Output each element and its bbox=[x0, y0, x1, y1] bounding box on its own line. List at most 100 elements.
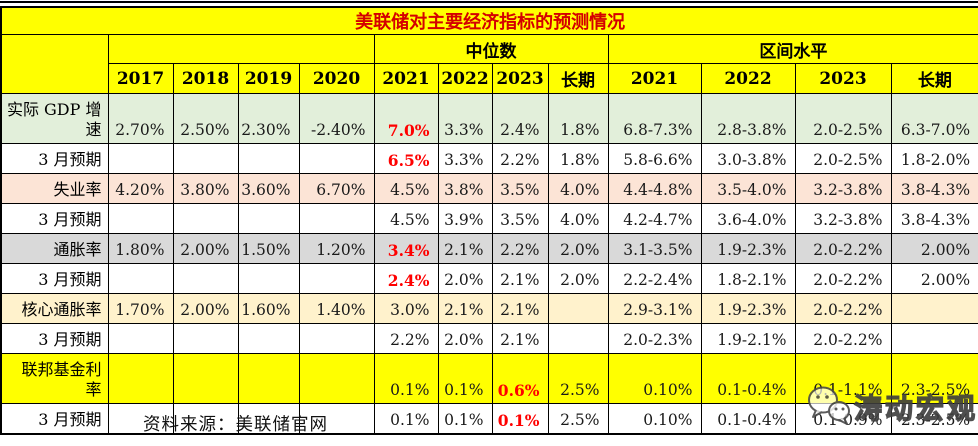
table-cell: 0.1% bbox=[491, 403, 549, 435]
table-cell: 2.2% bbox=[373, 323, 439, 354]
source-note: 资料来源：美联储官网 bbox=[143, 415, 328, 435]
table-cell: 2.2-2.4% bbox=[607, 263, 702, 294]
column-header-9-2022: 2022 bbox=[700, 63, 796, 94]
table-cell: 3.0% bbox=[373, 293, 439, 324]
table-cell: 2.3-2.5% bbox=[890, 353, 978, 404]
table-cell bbox=[107, 323, 174, 354]
table-cell: 0.10% bbox=[607, 403, 702, 435]
table-cell: 2.0-2.3% bbox=[607, 323, 702, 354]
table-cell: 2.0-2.2% bbox=[794, 323, 892, 354]
table-cell: 2.5% bbox=[547, 353, 609, 404]
table-cell: 5.8-6.6% bbox=[607, 143, 702, 174]
column-header-3-2020: 2020 bbox=[298, 63, 375, 94]
table-cell: 2.70% bbox=[107, 93, 174, 144]
table-cell: 3.8-4.3% bbox=[890, 173, 978, 204]
table-cell: 2.4% bbox=[373, 263, 439, 294]
table-cell: 2.0-2.5% bbox=[794, 93, 892, 144]
table-row: 核心通胀率 1.70% 2.00% 1.60% 1.40% 3.0% 2.1% 2.1% 2.9… bbox=[0, 293, 978, 324]
table-cell: 3.5% bbox=[491, 173, 549, 204]
row-label: 失业率 bbox=[0, 173, 109, 204]
table-cell: 3.80% bbox=[172, 173, 239, 204]
table-title: 美联储对主要经济指标的预测情况 bbox=[0, 6, 978, 35]
table-cell: 2.0% bbox=[437, 323, 493, 354]
corner-cell bbox=[0, 34, 109, 94]
row-label: 3 月预期 bbox=[0, 203, 109, 234]
table-cell: 1.8-2.1% bbox=[700, 263, 796, 294]
column-header-2-2019: 2019 bbox=[237, 63, 300, 94]
table-cell bbox=[298, 403, 375, 435]
table-cell bbox=[298, 323, 375, 354]
table-cell: 6.3-7.0% bbox=[890, 93, 978, 144]
row-label: 核心通胀率 bbox=[0, 293, 109, 324]
table-cell bbox=[107, 403, 174, 435]
table-cell: 2.1% bbox=[437, 233, 493, 264]
table-cell: 4.0% bbox=[547, 173, 609, 204]
table-cell bbox=[107, 263, 174, 294]
table-cell bbox=[237, 323, 300, 354]
forecast-table: 美联储对主要经济指标的预测情况 中位数 区间水平 2017 2018 2019 202… bbox=[0, 6, 978, 435]
table-cell bbox=[890, 293, 978, 324]
table-cell: 2.00% bbox=[172, 293, 239, 324]
table-cell: 2.9-3.1% bbox=[607, 293, 702, 324]
table-cell: 3.2-3.8% bbox=[794, 203, 892, 234]
table-cell: 0.1% bbox=[437, 403, 493, 435]
table-cell: 6.5% bbox=[373, 143, 439, 174]
column-header-4-2021: 2021 bbox=[373, 63, 439, 94]
history-group-cell bbox=[107, 34, 375, 64]
row-label: 通胀率 bbox=[0, 233, 109, 264]
column-header-6-2023: 2023 bbox=[491, 63, 549, 94]
table-cell bbox=[547, 323, 609, 354]
table-cell: 2.00% bbox=[172, 233, 239, 264]
table-cell: 4.5% bbox=[373, 203, 439, 234]
table-cell: 1.9-2.3% bbox=[700, 233, 796, 264]
row-label: 联邦基金利率 bbox=[0, 353, 109, 404]
table-cell: 2.0% bbox=[437, 263, 493, 294]
table-cell bbox=[237, 203, 300, 234]
table-cell: 3.60% bbox=[237, 173, 300, 204]
table-cell: 2.0% bbox=[547, 233, 609, 264]
table-cell: 2.2% bbox=[491, 233, 549, 264]
table-title-row: 美联储对主要经济指标的预测情况 bbox=[0, 6, 978, 35]
table-cell: 1.40% bbox=[298, 293, 375, 324]
table-cell: 2.00% bbox=[890, 263, 978, 294]
table-row: 实际 GDP 增速 2.70% 2.50% 2.30% -2.40% 7.0% 3.3% 2.… bbox=[0, 93, 978, 144]
table-cell: 2.8-3.8% bbox=[700, 93, 796, 144]
table-cell: 2.50% bbox=[172, 93, 239, 144]
row-label: 3 月预期 bbox=[0, 323, 109, 354]
table-cell: 1.20% bbox=[298, 233, 375, 264]
watermark-label: 涛动宏观 bbox=[853, 391, 978, 425]
table-cell bbox=[890, 323, 978, 354]
column-header-5-2022: 2022 bbox=[437, 63, 493, 94]
table-cell: 0.6% bbox=[491, 353, 549, 404]
table-cell: 3.1-3.5% bbox=[607, 233, 702, 264]
table-cell bbox=[237, 143, 300, 174]
table-cell bbox=[547, 293, 609, 324]
wechat-bubbles-icon bbox=[806, 383, 852, 431]
table-cell: 0.1-0.4% bbox=[700, 353, 796, 404]
table-cell: 2.0-2.2% bbox=[794, 263, 892, 294]
row-label: 3 月预期 bbox=[0, 403, 109, 435]
table-cell: 2.2% bbox=[491, 143, 549, 174]
table-cell: 3.6-4.0% bbox=[700, 203, 796, 234]
table-cell: 2.1% bbox=[437, 293, 493, 324]
table-cell: 0.1% bbox=[373, 403, 439, 435]
column-header-1-2018: 2018 bbox=[172, 63, 239, 94]
table-cell bbox=[237, 403, 300, 435]
table-cell: 3.0-3.8% bbox=[700, 143, 796, 174]
group-header-range: 区间水平 bbox=[607, 34, 978, 64]
table-cell: 3.9% bbox=[437, 203, 493, 234]
table-cell: 4.0% bbox=[547, 203, 609, 234]
table-cell: 2.0-2.2% bbox=[794, 233, 892, 264]
table-cell bbox=[172, 203, 239, 234]
table-cell: 3.5% bbox=[491, 203, 549, 234]
group-header-median: 中位数 bbox=[373, 34, 609, 64]
table-cell bbox=[298, 353, 375, 404]
table-cell bbox=[172, 263, 239, 294]
table-cell bbox=[107, 143, 174, 174]
column-header-11-长期: 长期 bbox=[890, 63, 978, 94]
table-cell: 4.2-4.7% bbox=[607, 203, 702, 234]
table-cell: 0.1% bbox=[373, 353, 439, 404]
table-cell: 1.8-2.0% bbox=[890, 143, 978, 174]
table-cell: 1.8% bbox=[547, 143, 609, 174]
table-row: 3 月预期 0.1% 0.1% 0.1% 2.5% 0.10% 0.1-0.4% 0.1-0.… bbox=[0, 403, 978, 435]
